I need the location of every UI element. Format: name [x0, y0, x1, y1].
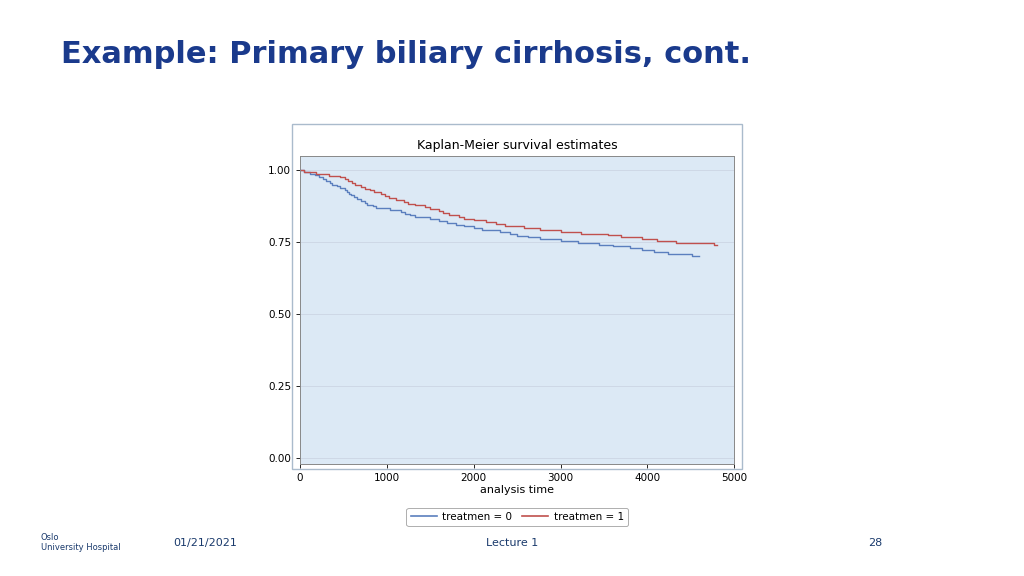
Text: 01/21/2021: 01/21/2021 [173, 537, 237, 548]
Text: Oslo
University Hospital: Oslo University Hospital [41, 533, 121, 552]
Text: Example: Primary biliary cirrhosis, cont.: Example: Primary biliary cirrhosis, cont… [61, 40, 752, 69]
Title: Kaplan-Meier survival estimates: Kaplan-Meier survival estimates [417, 139, 617, 151]
Text: 28: 28 [868, 537, 883, 548]
Legend: treatmen = 0, treatmen = 1: treatmen = 0, treatmen = 1 [407, 508, 628, 526]
Text: Lecture 1: Lecture 1 [485, 537, 539, 548]
X-axis label: analysis time: analysis time [480, 486, 554, 495]
